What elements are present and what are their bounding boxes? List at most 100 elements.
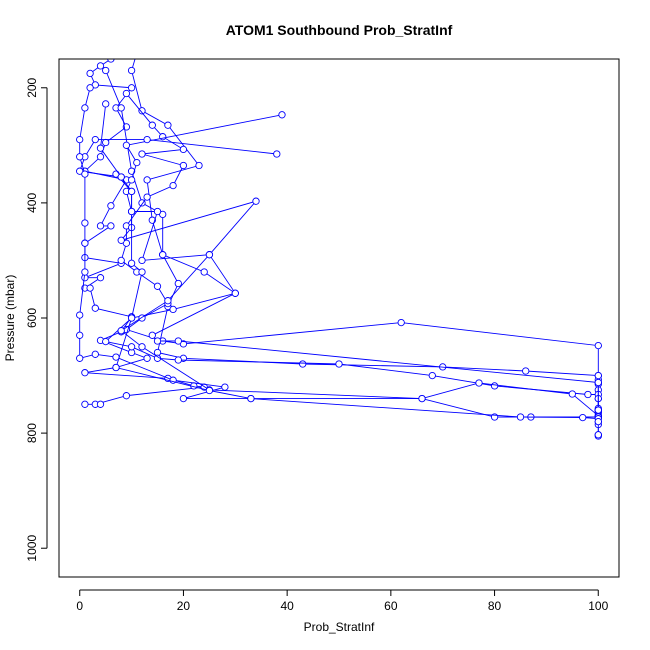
data-point xyxy=(159,251,167,259)
data-point xyxy=(96,274,105,282)
series-layer xyxy=(76,59,602,440)
data-point xyxy=(594,417,602,426)
data-point xyxy=(490,382,499,390)
data-point xyxy=(278,111,286,119)
data-point xyxy=(81,400,89,408)
data-point xyxy=(127,343,136,351)
data-point xyxy=(91,135,99,144)
data-point xyxy=(122,89,131,98)
data-point xyxy=(205,251,214,259)
data-point xyxy=(117,327,125,335)
data-point xyxy=(174,337,182,345)
x-tick-label: 20 xyxy=(177,599,191,613)
data-point xyxy=(594,341,602,350)
data-point xyxy=(81,170,89,178)
x-tick-label: 60 xyxy=(384,599,398,613)
data-point xyxy=(594,371,602,380)
data-point xyxy=(143,193,151,201)
data-point xyxy=(127,207,136,216)
data-point xyxy=(143,135,151,144)
data-point xyxy=(252,197,260,205)
x-axis-label: Prob_StratInf xyxy=(304,620,375,634)
y-axis: 200 400 600 800 1000 xyxy=(25,77,48,562)
data-point xyxy=(153,282,162,290)
data-point xyxy=(81,219,89,227)
data-point xyxy=(143,354,151,362)
series-line xyxy=(79,87,599,418)
data-point xyxy=(76,311,84,319)
data-point xyxy=(107,222,115,230)
data-point xyxy=(86,69,94,78)
data-point xyxy=(522,367,530,375)
data-point xyxy=(143,176,151,184)
data-point xyxy=(568,390,576,398)
data-point xyxy=(96,400,105,408)
data-point xyxy=(81,239,89,247)
data-point xyxy=(516,413,525,421)
data-point xyxy=(133,158,141,167)
data-point xyxy=(86,84,94,92)
data-point xyxy=(594,406,602,414)
data-point xyxy=(117,173,125,181)
data-point xyxy=(179,145,188,154)
plot-frame xyxy=(58,58,620,578)
data-point xyxy=(86,284,94,292)
x-axis: 0 20 40 60 80 100 xyxy=(76,589,609,613)
data-point xyxy=(76,354,84,362)
data-point xyxy=(112,363,120,372)
data-point xyxy=(205,386,214,395)
data-point xyxy=(138,268,146,276)
data-point xyxy=(91,304,99,312)
x-tick-label: 0 xyxy=(76,599,83,613)
data-point xyxy=(169,305,177,314)
data-point xyxy=(107,202,115,210)
data-point xyxy=(195,161,203,170)
data-point xyxy=(76,153,84,161)
series-8 xyxy=(96,100,602,426)
x-tick-label: 100 xyxy=(588,599,608,613)
data-point xyxy=(397,318,405,327)
data-point xyxy=(179,161,188,170)
data-point xyxy=(91,350,99,358)
data-point xyxy=(117,256,125,265)
data-point xyxy=(102,138,110,147)
data-point xyxy=(117,236,125,244)
data-point xyxy=(138,150,146,158)
data-point xyxy=(96,144,105,152)
data-point xyxy=(76,331,84,339)
data-point xyxy=(127,187,136,196)
data-point xyxy=(122,141,131,149)
data-point xyxy=(117,104,125,112)
data-point xyxy=(231,289,239,297)
data-point xyxy=(153,337,162,345)
y-tick-label: 1000 xyxy=(25,535,39,562)
data-point xyxy=(584,390,592,399)
data-point xyxy=(127,167,136,175)
data-point xyxy=(579,413,587,422)
data-point xyxy=(174,356,182,364)
data-point xyxy=(138,256,146,265)
data-point xyxy=(148,121,156,129)
y-tick-label: 400 xyxy=(25,193,39,213)
data-point xyxy=(96,62,105,70)
data-point xyxy=(127,66,136,75)
y-tick-label: 800 xyxy=(25,423,39,443)
data-point xyxy=(102,100,110,108)
data-point xyxy=(153,207,162,216)
data-point xyxy=(76,135,84,144)
chart-title: ATOM1 Southbound Prob_StratInf xyxy=(226,22,453,38)
data-point xyxy=(81,104,89,112)
data-point xyxy=(174,279,182,288)
data-point xyxy=(127,314,136,322)
y-tick-label: 600 xyxy=(25,308,39,328)
data-point xyxy=(594,431,602,439)
data-point xyxy=(475,379,483,387)
data-point xyxy=(148,331,156,339)
data-point xyxy=(81,268,89,276)
data-point xyxy=(127,84,136,92)
data-point xyxy=(179,394,188,403)
data-point xyxy=(164,297,172,305)
data-point xyxy=(169,181,177,190)
